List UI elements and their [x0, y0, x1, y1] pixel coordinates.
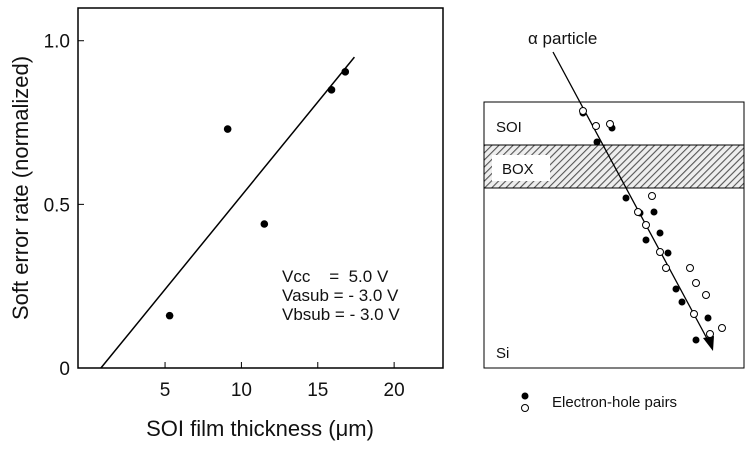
legend-hole: [521, 404, 529, 412]
hole: [642, 221, 650, 229]
annotation: Vcc = 5.0 V: [282, 267, 389, 286]
hole: [702, 291, 710, 299]
electron: [672, 285, 680, 293]
x-axis-label: SOI film thickness (μm): [146, 416, 374, 441]
y-tick-label: 0.5: [44, 195, 70, 216]
x-tick-label: 20: [384, 380, 405, 401]
layer-label: SOI: [496, 119, 522, 136]
box-label-bg: [492, 155, 550, 181]
electron: [664, 249, 672, 257]
y-tick-label: 1.0: [44, 32, 70, 53]
electron: [650, 208, 658, 216]
electron: [678, 298, 686, 306]
hole: [656, 248, 664, 256]
pairs: [579, 107, 726, 344]
hole: [692, 279, 700, 287]
electron: [642, 236, 650, 244]
hole: [648, 192, 656, 200]
plot-frame: [77, 7, 444, 369]
fit-line: [100, 56, 356, 369]
electron: [692, 336, 700, 344]
x-tick-label: 10: [231, 380, 252, 401]
annotation: Vasub = - 3.0 V: [282, 286, 399, 305]
hole: [579, 107, 587, 115]
layer-label: BOX: [502, 161, 534, 178]
hole: [718, 324, 726, 332]
hole: [690, 310, 698, 318]
legend-label: Electron-hole pairs: [552, 394, 677, 411]
electron: [622, 194, 630, 202]
x-tick-label: 5: [160, 380, 171, 401]
arrow-head: [703, 336, 714, 351]
data-point: [341, 68, 350, 76]
hole: [634, 208, 642, 216]
particle-track: [552, 51, 712, 347]
hole: [606, 120, 614, 128]
electron: [656, 229, 664, 237]
electron: [593, 138, 601, 146]
hole: [686, 264, 694, 272]
data-point: [165, 311, 174, 320]
data-point: [223, 125, 232, 133]
hole: [592, 122, 600, 130]
data-point: [327, 86, 336, 94]
electron: [704, 314, 712, 322]
x-tick-label: 15: [307, 380, 328, 401]
layer-label: Si: [496, 345, 509, 362]
hole: [662, 264, 670, 272]
y-axis-label: Soft error rate (normalized): [8, 56, 33, 320]
data-point: [260, 220, 269, 228]
particle-label: α particle: [528, 29, 597, 48]
layer-box: [483, 101, 745, 369]
annotation: Vbsub = - 3.0 V: [282, 305, 400, 324]
y-tick-label: 0: [59, 359, 70, 380]
legend-electron: [521, 392, 529, 400]
hole: [706, 330, 714, 338]
